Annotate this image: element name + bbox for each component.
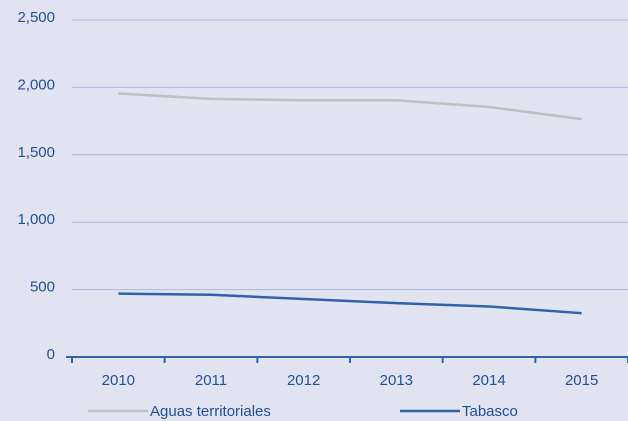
legend-label: Tabasco	[462, 403, 518, 420]
y-tick-label: 2,000	[17, 76, 55, 93]
x-tick-label: 2015	[565, 372, 598, 389]
y-tick-label: 2,500	[17, 9, 55, 26]
x-tick-label: 2013	[380, 372, 413, 389]
y-tick-label: 1,500	[17, 144, 55, 161]
legend-label: Aguas territoriales	[150, 403, 271, 420]
x-tick-label: 2011	[195, 372, 227, 389]
series-line	[118, 92, 582, 121]
x-tick-label: 2014	[472, 372, 505, 389]
x-tick-label: 2012	[287, 372, 320, 389]
y-tick-label: 1,000	[17, 211, 55, 228]
y-tick-label: 500	[30, 279, 55, 296]
x-tick-label: 2010	[102, 372, 135, 389]
y-tick-label: 0	[47, 346, 55, 363]
series-line	[118, 292, 582, 315]
